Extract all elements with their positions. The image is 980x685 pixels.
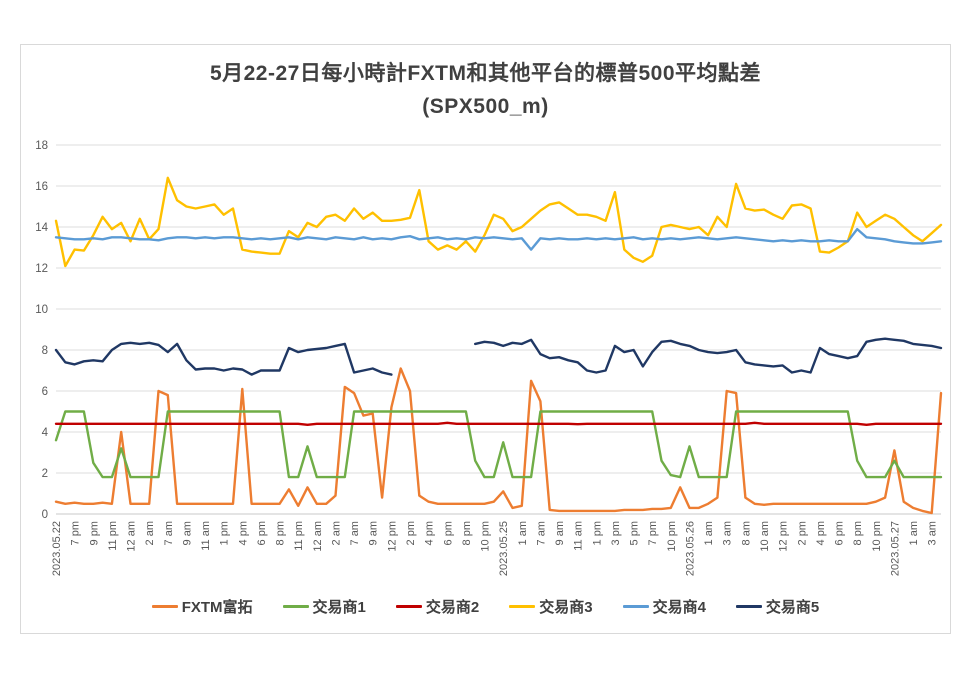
series-line-0 [54,367,943,515]
x-axis-tick-label: 7 am [535,521,547,545]
legend-label-4: 交易商4 [652,599,706,616]
legend-label-1: 交易商1 [312,599,366,616]
y-axis-tick-label: 2 [42,468,48,480]
series-line-1 [54,410,943,479]
x-axis-tick-label: 9 am [181,521,193,545]
x-axis-tick-label: 10 pm [666,521,678,552]
y-axis-tick-label: 16 [35,181,48,193]
x-axis-tick-label: 9 am [554,521,566,545]
x-axis-tick-label: 10 pm [480,521,492,552]
legend-swatch-0 [151,605,178,608]
x-axis-tick-label: 7 pm [70,521,82,545]
x-axis-tick-label: 7 pm [647,521,659,545]
x-axis-tick-label: 11 pm [107,521,119,551]
legend-swatch-1 [282,605,309,608]
x-axis-tick-label: 6 pm [256,521,268,545]
y-axis-tick-label: 10 [35,304,48,316]
x-axis-tick-label: 4 pm [815,521,827,545]
x-axis-tick-label: 2023.05.25 [498,521,510,576]
x-axis-tick-label: 3 pm [610,521,622,545]
legend-label-3: 交易商3 [539,599,593,616]
x-axis-tick-label: 11 am [200,521,212,551]
x-axis-tick-label: 11 pm [293,521,305,551]
legend: FXTM富拓 交易商1 交易商2 交易商3 交易商4 交易商5 [21,596,950,617]
series-line-2 [54,421,943,426]
legend-item-1: 交易商1 [282,596,366,617]
x-axis-tick-label: 12 pm [778,521,790,552]
x-axis-tick-label: 8 pm [275,521,287,545]
x-axis-tick-label: 1 pm [591,521,603,545]
x-axis-tick-label: 8 pm [852,521,864,545]
legend-label-5: 交易商5 [765,599,820,616]
legend-item-0: FXTM富拓 [151,596,253,617]
x-axis-tick-label: 10 pm [871,521,883,552]
y-axis-tick-label: 8 [42,345,48,357]
x-axis-tick-label: 6 pm [442,521,454,545]
x-axis-tick-label: 12 am [312,521,324,552]
x-axis-tick-label: 10 am [759,521,771,552]
x-axis-tick-label: 9 am [368,521,380,545]
x-axis-tick-label: 1 pm [219,521,231,545]
x-axis-tick-label: 1 am [908,521,920,545]
chart-title-line2: (SPX500_m) [422,95,549,118]
y-axis-tick-label: 18 [35,140,48,152]
series-line-3 [54,176,943,268]
x-axis-tick-label: 12 pm [386,521,398,552]
chart-title-line1: 5月22-27日每小時計FXTM和其他平台的標普500平均點差 [209,62,762,85]
series-line-4 [54,227,943,251]
legend-label-0: FXTM富拓 [181,599,253,616]
legend-item-5: 交易商5 [735,596,820,617]
chart-title: 5月22-27日每小時計FXTM和其他平台的標普500平均點差 (SPX500_… [21,57,950,123]
legend-item-2: 交易商2 [395,596,480,617]
x-axis-tick-label: 5 pm [629,521,641,545]
legend-item-3: 交易商3 [509,596,593,617]
x-axis-tick-label: 7 am [163,521,175,545]
legend-label-2: 交易商2 [425,599,480,616]
y-axis-tick-label: 14 [35,222,48,234]
x-axis-tick-label: 6 pm [834,521,846,545]
x-axis-tick-label: 1 am [703,521,715,545]
legend-swatch-3 [509,605,536,608]
x-axis-tick-label: 4 pm [424,521,436,545]
x-axis-tick-label: 7 am [349,521,361,545]
x-axis-tick-label: 2 am [330,521,342,545]
x-axis-tick-label: 8 am [740,521,752,545]
legend-item-4: 交易商4 [622,596,706,617]
x-axis-tick-label: 2023.05.26 [684,521,696,576]
chart-card: 0 2 4 6 8 10 12 14 16 18 2023.05.22 7 pm 9 pm 11 pm 12… [20,44,951,634]
plot-area: 0 2 4 6 8 10 12 14 16 18 2023.05.22 7 pm 9 pm 11 pm 12… [35,140,943,576]
y-axis-tick-label: 6 [42,386,48,398]
y-axis-tick-label: 4 [42,427,49,439]
x-axis-tick-label: 9 pm [88,521,100,545]
y-axis-tick-label: 12 [35,263,48,275]
x-axis-tick-label: 8 pm [461,521,473,545]
x-axis-tick-label: 4 pm [237,521,249,545]
x-axis-tick-label: 12 am [126,521,138,552]
legend-swatch-4 [622,605,649,608]
x-axis-tick-label: 2 pm [796,521,808,545]
x-axis-tick-label: 11 am [573,521,585,551]
y-axis-tick-label: 0 [42,509,48,521]
x-axis-tick-label: 2023.05.22 [51,521,63,576]
x-axis-tick-label: 1 am [517,521,529,545]
x-axis-tick-label: 3 am [722,521,734,545]
x-axis-tick-label: 2023.05.27 [889,521,901,576]
x-axis-tick-label: 2 am [144,521,156,545]
legend-swatch-2 [395,605,422,608]
series-line-5 [54,337,943,376]
x-axis-tick-label: 3 am [927,521,939,545]
legend-swatch-5 [735,605,762,608]
x-axis-tick-label: 2 pm [405,521,417,545]
